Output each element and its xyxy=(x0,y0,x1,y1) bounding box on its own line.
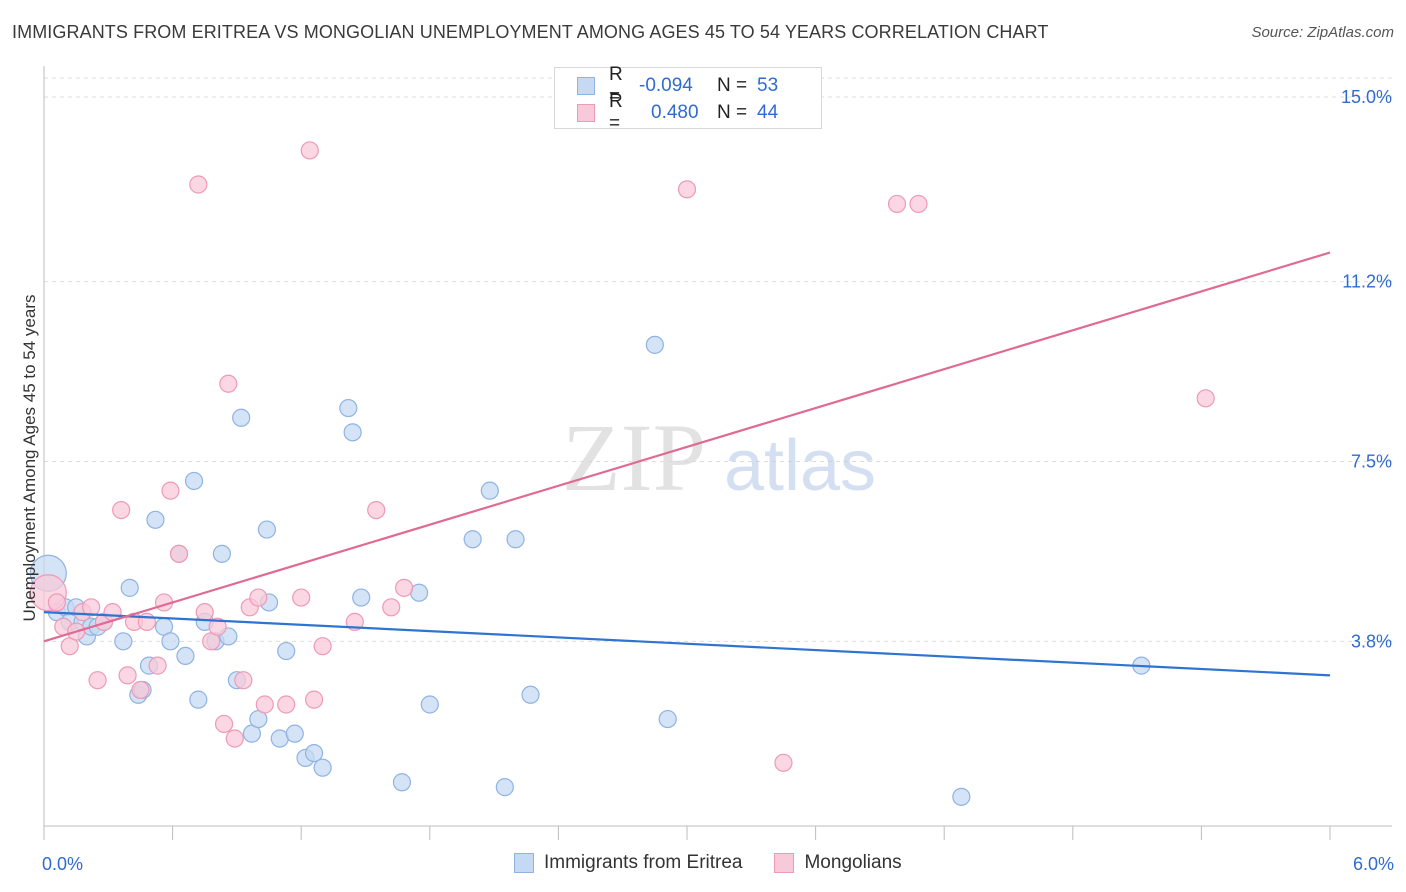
data-point-eritrea xyxy=(285,724,304,743)
data-point-eritrea xyxy=(232,408,251,427)
data-point-mongolians xyxy=(82,598,101,617)
watermark-zip: ZIP xyxy=(562,404,706,511)
watermark-atlas: atlas xyxy=(724,426,876,506)
legend-r-label: R = xyxy=(609,91,623,134)
trend-lines xyxy=(43,251,1331,677)
data-point-mongolians xyxy=(300,141,319,160)
grid-lines xyxy=(44,77,1392,642)
data-point-eritrea xyxy=(952,787,971,806)
data-point-eritrea xyxy=(184,471,204,491)
y-tick-label: 11.2% xyxy=(1342,272,1392,292)
data-point-mongolians xyxy=(189,175,208,194)
legend-n-label: N = xyxy=(717,102,748,123)
data-point-eritrea xyxy=(146,510,165,529)
legend-item-eritrea[interactable]: Immigrants from Eritrea xyxy=(514,852,742,874)
data-point-mongolians xyxy=(774,753,793,772)
data-point-eritrea xyxy=(506,530,525,549)
x-tick-label: 6.0% xyxy=(1353,854,1394,874)
data-point-eritrea xyxy=(658,709,677,729)
correlation-legend: R = -0.094 N = 53 R = 0.480 N = 44 xyxy=(554,64,822,134)
data-point-eritrea xyxy=(257,520,277,539)
data-point-eritrea xyxy=(392,773,412,792)
legend-label-eritrea: Immigrants from Eritrea xyxy=(544,852,743,873)
data-point-mongolians xyxy=(112,501,131,520)
data-point-mongolians xyxy=(47,593,66,612)
chart-title: IMMIGRANTS FROM ERITREA VS MONGOLIAN UNE… xyxy=(12,22,1049,42)
data-point-mongolians xyxy=(225,729,244,748)
data-point-mongolians xyxy=(249,588,268,607)
legend-swatch-pink xyxy=(577,104,595,122)
legend-label-mongolians: Mongolians xyxy=(804,852,902,873)
legend-r-value: -0.094 xyxy=(639,75,693,96)
x-tick-label: 0.0% xyxy=(42,854,83,874)
data-point-mongolians xyxy=(131,680,150,700)
data-point-eritrea xyxy=(270,729,289,748)
data-point-eritrea xyxy=(120,578,139,597)
data-point-mongolians xyxy=(909,194,928,214)
data-point-eritrea xyxy=(521,685,540,704)
axes xyxy=(43,66,1392,840)
legend-r-label: R = xyxy=(609,64,623,107)
legend-item-mongolians[interactable]: Mongolians xyxy=(774,852,902,874)
legend-swatch-pink xyxy=(774,853,795,873)
y-tick-label: 3.8% xyxy=(1351,631,1392,651)
data-point-mongolians xyxy=(304,690,324,709)
y-axis-label: Unemployment Among Ages 45 to 54 years xyxy=(20,294,39,622)
data-point-eritrea xyxy=(277,641,296,661)
data-point-mongolians xyxy=(88,671,107,690)
data-point-eritrea xyxy=(463,530,482,549)
legend-n-label: N = xyxy=(717,75,748,96)
trend-line-mongolians xyxy=(43,251,1331,643)
data-point-eritrea xyxy=(189,690,208,709)
legend-row-eritrea: R = -0.094 N = 53 xyxy=(577,64,779,107)
source-label: Source: ZipAtlas.com xyxy=(1251,24,1394,41)
data-point-mongolians xyxy=(394,578,414,597)
data-point-mongolians xyxy=(277,695,296,714)
y-tick-label: 15.0% xyxy=(1341,87,1392,107)
data-point-eritrea xyxy=(114,632,133,651)
data-point-eritrea xyxy=(161,632,180,651)
data-point-mongolians xyxy=(367,501,386,520)
data-point-eritrea xyxy=(409,583,429,602)
data-point-mongolians xyxy=(208,617,227,636)
data-point-mongolians xyxy=(887,194,907,214)
tick-labels: 3.8% 7.5% 11.2% 15.0% 0.0% 6.0% xyxy=(42,87,1394,874)
data-point-mongolians xyxy=(1196,389,1215,408)
legend-r-value: 0.480 xyxy=(651,102,699,123)
data-point-mongolians xyxy=(161,481,180,500)
legend-n-value: 53 xyxy=(757,75,779,96)
data-point-eritrea xyxy=(420,695,439,714)
data-point-mongolians xyxy=(292,588,311,607)
data-point-mongolians xyxy=(219,374,238,393)
data-point-mongolians xyxy=(169,544,189,563)
data-point-eritrea xyxy=(339,398,358,418)
data-points xyxy=(29,141,1215,806)
data-point-mongolians xyxy=(382,598,401,617)
data-point-mongolians xyxy=(313,637,332,656)
series-legend: Immigrants from Eritrea Mongolians xyxy=(514,852,934,874)
data-point-mongolians xyxy=(118,666,137,685)
data-point-eritrea xyxy=(304,743,324,763)
legend-swatch-blue xyxy=(577,77,595,95)
data-point-eritrea xyxy=(176,646,195,666)
trend-line-eritrea xyxy=(43,611,1331,677)
y-tick-label: 7.5% xyxy=(1351,452,1392,472)
data-point-mongolians xyxy=(148,656,167,675)
data-point-mongolians xyxy=(677,180,697,199)
data-point-eritrea xyxy=(212,544,231,563)
data-point-mongolians xyxy=(214,714,234,734)
data-point-eritrea xyxy=(352,588,371,607)
data-point-mongolians xyxy=(255,695,274,714)
data-point-eritrea xyxy=(480,481,499,500)
data-point-eritrea xyxy=(313,758,332,777)
legend-swatch-blue xyxy=(514,853,534,873)
legend-row-mongolians: R = 0.480 N = 44 xyxy=(577,91,779,134)
data-point-mongolians xyxy=(195,603,214,622)
data-point-mongolians xyxy=(234,671,253,690)
legend-n-value: 44 xyxy=(757,102,779,123)
data-point-eritrea xyxy=(495,778,514,797)
data-point-eritrea xyxy=(645,335,664,354)
data-point-eritrea xyxy=(343,423,362,442)
